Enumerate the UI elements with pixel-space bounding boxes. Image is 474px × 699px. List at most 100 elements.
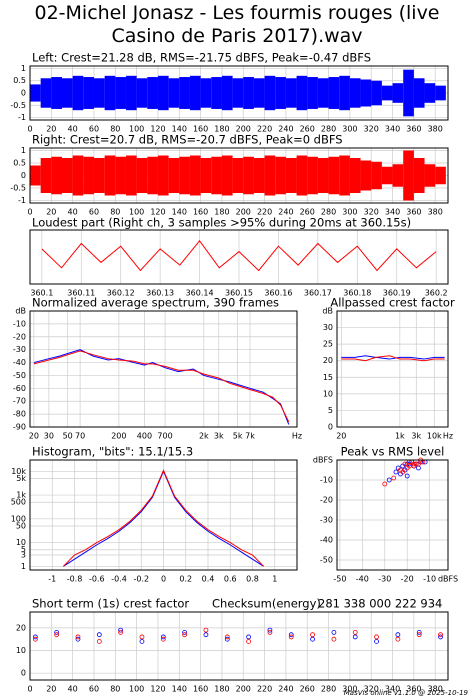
x-tick-label: -0.8 (67, 575, 83, 584)
x-tick-label: 380 (428, 685, 443, 694)
y-tick-label: -10 (13, 319, 26, 328)
x-tick-label: -40 (356, 575, 369, 584)
point (160, 634, 166, 640)
x-tick-label: 300 (342, 125, 357, 134)
x-tick-label: 260 (300, 685, 315, 694)
x-tick-label: 220 (257, 125, 272, 134)
x-axis-label: Hz (292, 432, 302, 441)
point (411, 461, 417, 467)
point (246, 639, 251, 644)
y-tick-label: 1 (21, 562, 26, 571)
y-tick-label: 500 (11, 498, 26, 507)
waveform-envelope (243, 156, 254, 195)
x-tick-label: 360 (406, 125, 421, 134)
series-line (33, 350, 290, 423)
page-title: 02-Michel Jonasz - Les fourmis rouges (l… (34, 2, 440, 47)
x-tick-label: 40 (68, 125, 78, 134)
waveform-envelope (115, 77, 126, 109)
x-tick-label: 180 (214, 685, 229, 694)
x-tick-label: -0.2 (133, 575, 149, 584)
x-tick-label: 140 (172, 125, 187, 134)
x-tick-label: 320 (364, 685, 379, 694)
x-tick-label: 70 (75, 432, 85, 441)
y-tick-label: 1 (21, 146, 26, 155)
waveform-envelope (403, 69, 414, 117)
x-tick-label: 3k (214, 432, 224, 441)
point (203, 632, 209, 638)
x-tick-label: 320 (364, 208, 379, 217)
waveform-envelope (264, 155, 276, 196)
panel-title: Loudest part (Right ch, 3 samples >95% d… (32, 216, 411, 230)
panel-title: Allpassed crest factor (330, 296, 455, 310)
waveform-envelope (125, 75, 137, 111)
y-axis-label: dB (322, 307, 333, 316)
plot-frame (29, 65, 449, 121)
x-tick-label: 0 (27, 125, 32, 134)
x-tick-label: 220 (257, 685, 272, 694)
point (160, 636, 166, 642)
waveform-envelope (413, 78, 425, 108)
point (331, 636, 337, 642)
point (118, 627, 124, 633)
y-tick-label: 0 (21, 669, 26, 678)
waveform-envelope (72, 155, 84, 196)
x-tick-label: 20 (46, 208, 56, 217)
x-tick-label: 360.14 (186, 289, 214, 298)
point (374, 634, 379, 640)
waveform-envelope (147, 156, 158, 195)
point (182, 632, 188, 638)
waveform-envelope (72, 75, 84, 111)
x-tick-label: 700 (157, 432, 172, 441)
waveform-envelope (381, 85, 393, 101)
waveform-envelope (328, 156, 340, 195)
waveform-envelope (349, 158, 361, 193)
waveform-envelope (61, 158, 73, 193)
waveform-envelope (30, 84, 41, 102)
waveform-envelope (221, 75, 233, 111)
point (404, 473, 410, 479)
point (75, 634, 81, 640)
waveform-envelope (317, 78, 329, 108)
x-tick-label: 20 (336, 432, 346, 441)
waveform-envelope (179, 156, 190, 195)
waveform-envelope (339, 75, 350, 111)
x-tick-label: 360.2 (425, 289, 448, 298)
x-tick-label: 0 (27, 208, 32, 217)
x-tick-label: 50 (63, 432, 73, 441)
point (139, 634, 145, 640)
waveform-envelope (371, 80, 382, 106)
series-line (41, 239, 437, 272)
panel-title: Short term (1s) crest factor (32, 597, 189, 611)
y-tick-label: -1 (18, 196, 26, 205)
point (413, 461, 419, 467)
waveform-envelope (104, 155, 116, 196)
y-tick-label: 10 (323, 389, 333, 398)
waveform-envelope (221, 155, 233, 196)
x-tick-label: 360.13 (146, 289, 174, 298)
waveform-envelope (211, 77, 222, 109)
waveform-envelope (253, 158, 265, 193)
x-tick-label: 360.15 (225, 289, 253, 298)
y-tick-label: -0.5 (10, 184, 26, 193)
y-tick-label: 5 (328, 406, 333, 415)
point (246, 634, 251, 640)
x-tick-label: 240 (278, 125, 293, 134)
point (118, 630, 124, 635)
waveform-envelope (381, 166, 393, 185)
waveform-envelope (83, 156, 94, 195)
point (395, 636, 401, 642)
x-tick-label: 40 (68, 208, 78, 217)
y-tick-label: 5k (16, 474, 26, 483)
x-tick-label: 360 (406, 208, 421, 217)
waveform-envelope (189, 75, 201, 111)
x-tick-label: 3k (411, 432, 421, 441)
x-tick-label: -0.4 (111, 575, 127, 584)
panel-title: Normalized average spectrum, 390 frames (32, 296, 279, 310)
x-tick-label: 240 (278, 685, 293, 694)
point (438, 634, 443, 640)
waveform-envelope (339, 155, 350, 196)
y-tick-label: 100 (11, 514, 26, 523)
x-tick-label: 200 (236, 125, 251, 134)
point (416, 632, 422, 638)
